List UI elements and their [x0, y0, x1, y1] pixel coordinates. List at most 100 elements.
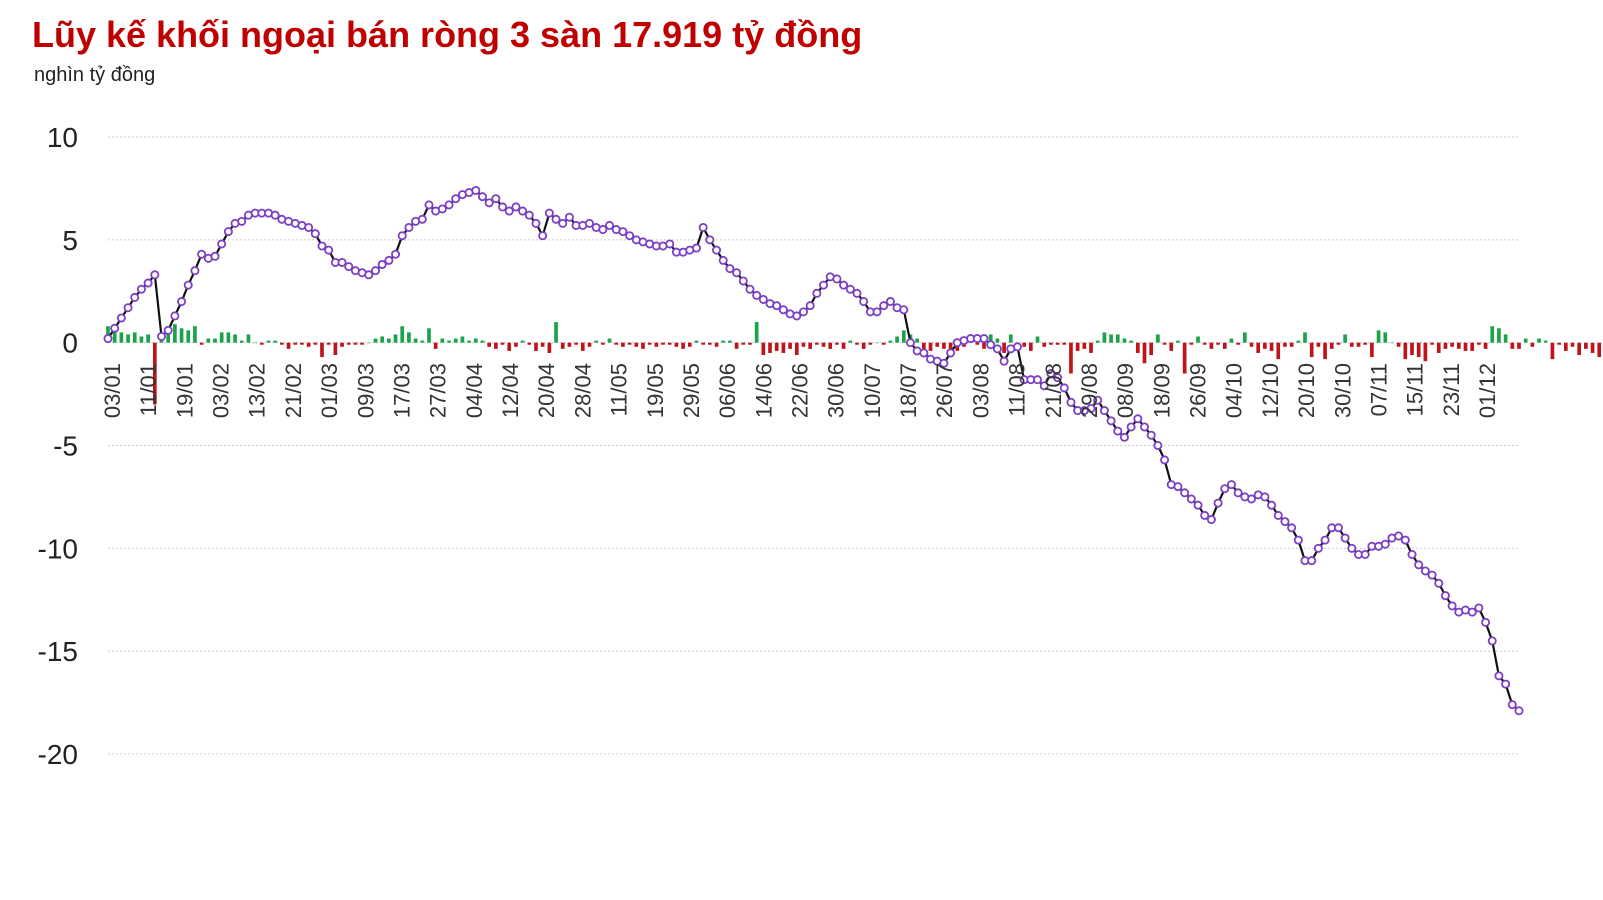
- cumulative-point: [1427, 570, 1437, 580]
- y-tick-label: -20: [38, 739, 78, 770]
- cumulative-point: [1474, 603, 1484, 613]
- daily-net-bar: [1436, 342, 1441, 353]
- cumulative-point: [1153, 440, 1163, 450]
- daily-net-bar: [1563, 342, 1568, 351]
- cumulative-point: [879, 301, 889, 311]
- cumulative-point: [1347, 543, 1357, 553]
- cumulative-point: [1293, 535, 1303, 545]
- daily-net-bar: [1497, 328, 1501, 343]
- cumulative-point: [712, 245, 722, 255]
- cumulative-point: [1414, 560, 1424, 570]
- cumulative-point: [370, 266, 380, 276]
- cumulative-point: [324, 245, 334, 255]
- daily-net-bar: [1156, 334, 1160, 343]
- cumulative-point: [1113, 426, 1123, 436]
- x-tick-label: 26/07: [932, 363, 957, 418]
- daily-net-bar: [1149, 342, 1154, 356]
- daily-net-bar: [761, 342, 766, 356]
- daily-net-bar: [1336, 342, 1341, 345]
- daily-net-bar: [1376, 330, 1381, 343]
- daily-net-bar: [888, 340, 893, 343]
- cumulative-point: [999, 356, 1009, 366]
- cumulative-point: [391, 249, 401, 259]
- cumulative-point: [1146, 430, 1156, 440]
- cumulative-point: [665, 239, 675, 249]
- daily-net-bar: [1416, 342, 1421, 358]
- daily-net-bar: [1109, 334, 1113, 343]
- cumulative-point: [498, 202, 508, 212]
- daily-net-bar: [1263, 342, 1267, 349]
- daily-net-bar: [346, 342, 351, 345]
- daily-net-bar: [514, 342, 518, 347]
- daily-net-bar: [714, 342, 719, 347]
- cumulative-point: [598, 225, 608, 235]
- cumulative-point: [491, 194, 501, 204]
- x-tick-label: 11/05: [607, 363, 632, 416]
- cumulative-point: [518, 206, 528, 216]
- cumulative-point: [1193, 500, 1203, 510]
- cumulative-point: [1233, 488, 1243, 498]
- daily-net-bar: [146, 334, 150, 343]
- daily-net-bar: [942, 342, 946, 349]
- cumulative-point: [899, 305, 909, 315]
- daily-net-bar: [794, 342, 799, 356]
- x-tick-label: 04/10: [1222, 363, 1247, 418]
- daily-net-bar: [246, 334, 251, 343]
- x-tick-label: 26/09: [1186, 363, 1211, 418]
- daily-net-bar: [995, 338, 1000, 343]
- daily-net-bar: [774, 342, 779, 351]
- daily-net-bar: [193, 326, 197, 343]
- daily-net-bar: [768, 342, 772, 353]
- cumulative-point: [1487, 636, 1497, 646]
- x-tick-label: 10/07: [860, 363, 885, 418]
- x-tick-label: 29/08: [1077, 363, 1102, 418]
- cumulative-point: [772, 301, 782, 311]
- daily-net-bar: [841, 342, 846, 349]
- daily-net-bar: [1570, 342, 1575, 347]
- daily-net-bar: [815, 342, 819, 345]
- cumulative-point: [819, 280, 829, 290]
- daily-net-bar: [1309, 342, 1314, 358]
- cumulative-point: [1400, 535, 1410, 545]
- daily-net-bar: [1403, 342, 1408, 360]
- cumulative-point: [123, 303, 133, 313]
- cumulative-point: [504, 206, 514, 216]
- cumulative-point: [477, 192, 487, 202]
- cumulative-point: [404, 222, 414, 232]
- cumulative-point: [691, 243, 701, 253]
- daily-net-bar: [915, 338, 919, 343]
- daily-net-bar: [848, 340, 853, 343]
- daily-net-bar: [1122, 338, 1127, 343]
- cumulative-point: [832, 274, 842, 284]
- cumulative-point: [337, 257, 347, 267]
- daily-net-bar: [1550, 342, 1555, 360]
- cumulative-point: [384, 255, 394, 265]
- cumulative-point: [1307, 556, 1317, 566]
- x-tick-label: 21/08: [1041, 363, 1066, 418]
- daily-net-bar: [975, 342, 980, 345]
- cumulative-point: [718, 255, 728, 265]
- cumulative-point: [605, 220, 615, 230]
- daily-net-bar: [1510, 342, 1515, 349]
- daily-net-bar: [748, 342, 752, 345]
- daily-net-bar: [661, 342, 665, 345]
- cumulative-point: [852, 288, 862, 298]
- daily-net-bar: [1557, 342, 1561, 345]
- daily-net-bar: [1229, 338, 1234, 343]
- daily-net-bar: [540, 342, 545, 347]
- cumulative-point: [344, 262, 354, 272]
- cumulative-point: [738, 276, 748, 286]
- cumulative-point: [1220, 484, 1230, 494]
- daily-net-bar: [333, 342, 338, 356]
- daily-net-bar: [1503, 334, 1508, 343]
- daily-net-bar: [607, 338, 612, 343]
- y-tick-label: -5: [53, 431, 78, 462]
- daily-net-bar: [754, 322, 759, 343]
- cumulative-point: [885, 297, 895, 307]
- daily-net-bar: [647, 342, 652, 345]
- cumulative-point: [524, 210, 534, 220]
- cumulative-line: [107, 189, 1520, 712]
- cumulative-point: [1467, 607, 1477, 617]
- daily-net-bar: [1577, 342, 1582, 356]
- daily-net-bar: [353, 342, 358, 345]
